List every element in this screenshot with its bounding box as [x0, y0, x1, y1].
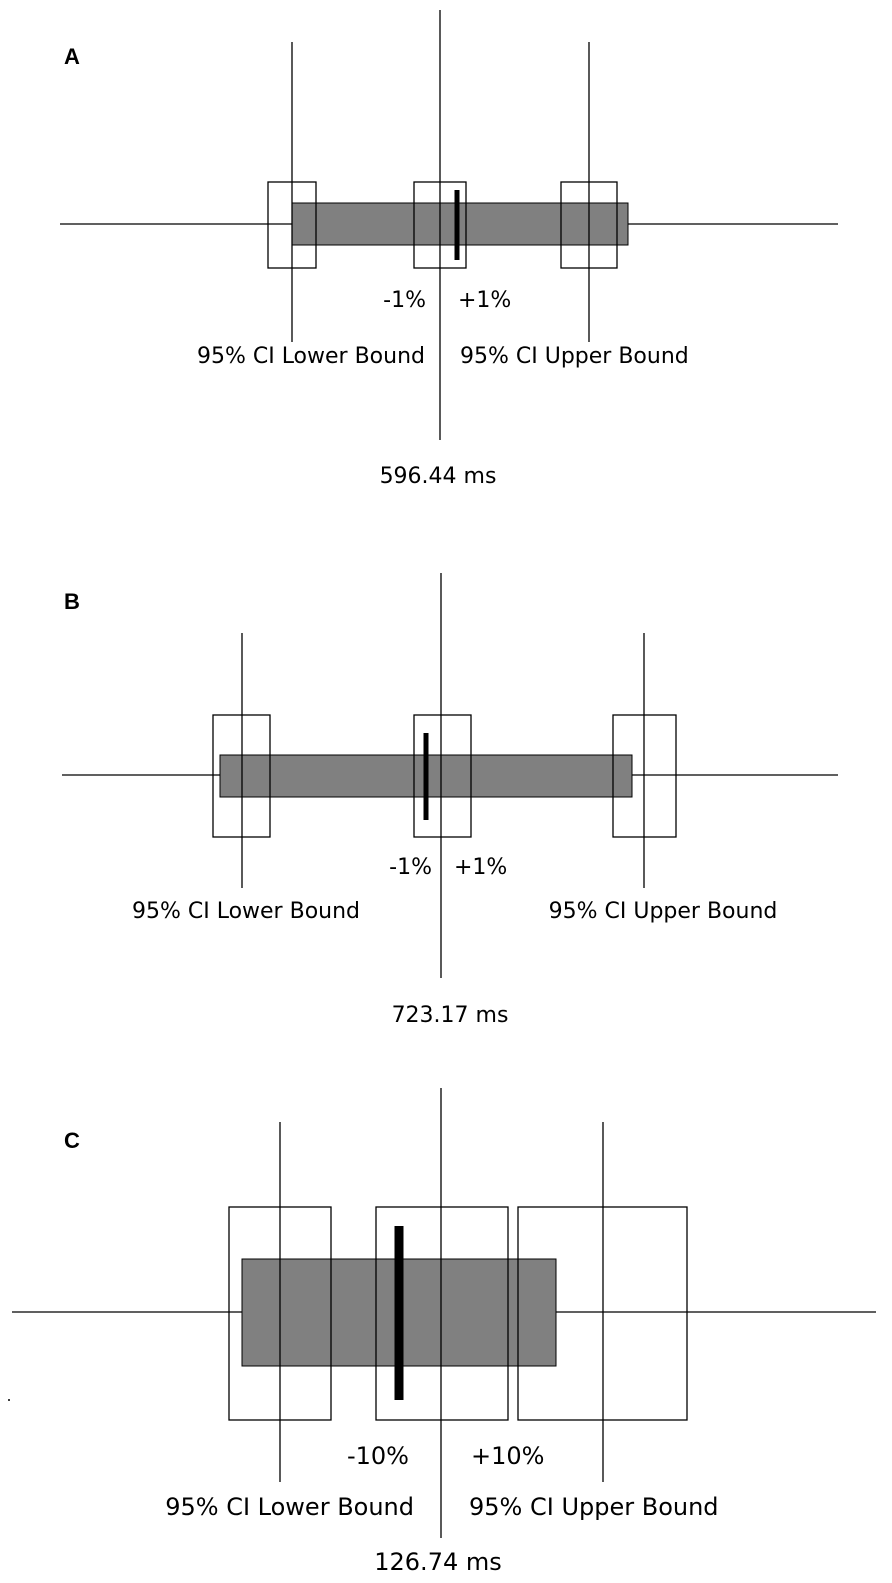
center-box-b [413, 714, 472, 838]
upper-bound-label-c: 95% CI Upper Bound [469, 1493, 719, 1521]
panel-letter-a: A [64, 44, 80, 69]
panel-a: A -1% +1% 95% CI Lower Bound 95% CI Uppe… [60, 10, 838, 489]
value-label-a: 596.44 ms [380, 464, 497, 489]
panel-letter-b: B [64, 589, 80, 614]
stray-dot [8, 1399, 10, 1401]
value-label-c: 126.74 ms [374, 1548, 502, 1576]
center-box-c [375, 1206, 509, 1421]
plus-margin-label-c: +10% [471, 1442, 544, 1470]
panel-b: B -1% +1% 95% CI Lower Bound 95% CI Uppe… [62, 573, 838, 1028]
lower-bound-label-a: 95% CI Lower Bound [197, 344, 425, 369]
plus-margin-label-b: +1% [454, 855, 507, 880]
upper-bound-label-b: 95% CI Upper Bound [549, 899, 778, 924]
minus-margin-label-a: -1% [383, 288, 426, 313]
panel-c: C -10% +10% 95% CI Lower Bound 95% CI Up… [8, 1088, 876, 1576]
minus-margin-label-c: -10% [347, 1442, 409, 1470]
plus-margin-label-a: +1% [458, 288, 511, 313]
lower-bound-label-c: 95% CI Lower Bound [165, 1493, 414, 1521]
value-label-b: 723.17 ms [392, 1003, 509, 1028]
minus-margin-label-b: -1% [389, 855, 432, 880]
lower-bound-label-b: 95% CI Lower Bound [132, 899, 360, 924]
panel-letter-c: C [64, 1128, 80, 1153]
upper-bound-label-a: 95% CI Upper Bound [460, 344, 689, 369]
ci-bar-a [291, 202, 629, 246]
